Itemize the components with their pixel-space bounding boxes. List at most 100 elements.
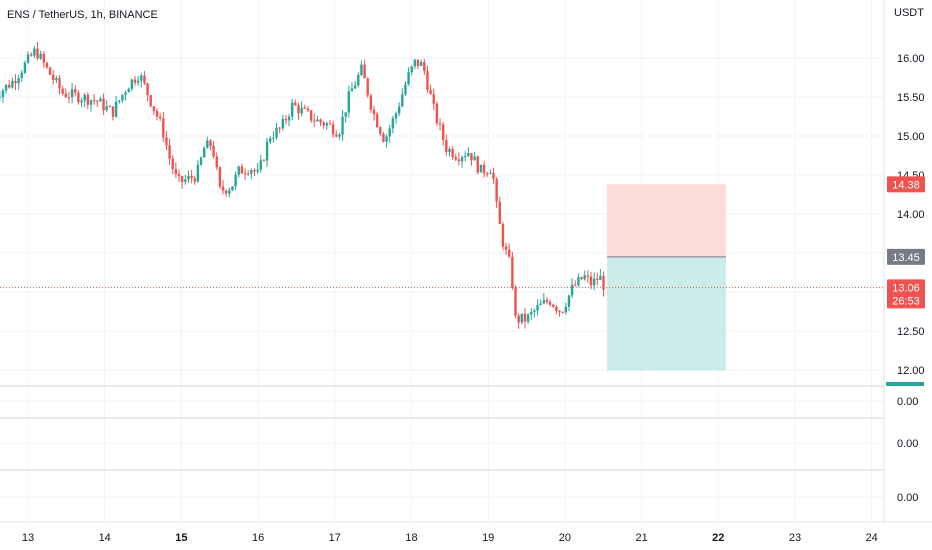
time-tick-label[interactable]: 18 <box>405 532 417 544</box>
time-tick-label[interactable]: 13 <box>22 532 34 544</box>
candle-body <box>26 54 30 63</box>
candle-body <box>55 78 58 81</box>
candle-body <box>432 94 435 104</box>
candle-body <box>177 174 181 177</box>
time-tick-label[interactable]: 22 <box>712 532 724 544</box>
candle-body <box>313 120 316 122</box>
candle-body <box>385 136 388 142</box>
candle-body <box>542 300 546 304</box>
candle-body <box>357 74 360 86</box>
time-tick-label[interactable]: 17 <box>329 532 341 544</box>
candle-body <box>155 110 159 117</box>
candle-body <box>533 310 536 312</box>
candle-body <box>143 75 146 84</box>
time-tick-label[interactable]: 24 <box>866 532 878 544</box>
currency-label: USDT <box>894 7 924 19</box>
candle-body <box>508 249 511 257</box>
candle-body <box>1 90 5 98</box>
candle-body <box>14 80 17 84</box>
candle-body <box>140 75 143 81</box>
candle-body <box>514 287 517 316</box>
candle-body <box>350 88 354 92</box>
candle-body <box>413 59 417 67</box>
candle-body <box>168 145 171 159</box>
candle-body <box>17 78 20 84</box>
candle-body <box>218 167 222 187</box>
candle-body <box>187 175 190 180</box>
candle-body <box>237 166 240 175</box>
candle-body <box>558 310 561 312</box>
candle-body <box>228 190 231 194</box>
take-profit-zone[interactable] <box>607 256 726 371</box>
candle-body <box>190 175 193 179</box>
candle-body <box>8 84 11 88</box>
candle-body <box>574 284 577 286</box>
candle-body <box>275 127 278 138</box>
candle-body <box>561 311 564 313</box>
candle-body <box>555 306 558 311</box>
candle-body <box>419 62 423 66</box>
stop-price-badge-label: 14.38 <box>892 179 920 191</box>
time-tick-label[interactable]: 19 <box>482 532 494 544</box>
candle-body <box>586 275 590 277</box>
candle-body <box>570 284 574 296</box>
candle-body <box>596 278 599 280</box>
candle-body <box>435 103 439 124</box>
candle-body <box>394 113 398 119</box>
candle-body <box>486 173 489 175</box>
candle-body <box>589 276 593 286</box>
candle-body <box>391 118 395 129</box>
candle-body <box>224 190 228 194</box>
time-tick-label[interactable]: 23 <box>789 532 801 544</box>
candle-body <box>580 277 583 280</box>
candle-body <box>397 106 401 114</box>
candle-body <box>454 157 457 160</box>
candle-body <box>410 66 413 73</box>
time-tick-label[interactable]: 21 <box>635 532 647 544</box>
time-tick-label[interactable]: 20 <box>559 532 571 544</box>
candle-body <box>212 146 215 157</box>
current-price-label: 13.06 <box>892 282 920 294</box>
candle-body <box>489 172 492 174</box>
candle-body <box>567 295 571 307</box>
candle-body <box>583 275 586 280</box>
price-tick-label: 12.00 <box>897 365 925 377</box>
candle-body <box>523 313 527 322</box>
time-tick-label[interactable]: 14 <box>99 532 111 544</box>
candle-body <box>501 224 505 247</box>
candle-body <box>105 106 108 111</box>
time-tick-label[interactable]: 16 <box>252 532 264 544</box>
candle-body <box>331 124 335 135</box>
candle-body <box>121 94 124 101</box>
short-position-tool[interactable] <box>607 184 726 371</box>
stop-loss-zone[interactable] <box>607 184 726 257</box>
chart-title: ENS / TetherUS, 1h, BINANCE <box>7 9 158 21</box>
candle-body <box>602 275 605 290</box>
candle-body <box>206 140 209 149</box>
candle-body <box>316 119 319 122</box>
candle-body <box>0 97 1 99</box>
candle-body <box>467 153 470 157</box>
time-axis[interactable]: 13 14 15 16 17 18 19 20 21 22 23 24 <box>0 521 932 544</box>
candle-body <box>108 106 112 108</box>
candle-body <box>517 315 520 323</box>
candle-body <box>124 92 127 95</box>
time-tick-label[interactable]: 15 <box>175 532 187 544</box>
candle-body <box>530 311 533 315</box>
candle-body <box>476 156 479 173</box>
candle-body <box>67 97 71 99</box>
candle-body <box>473 156 476 161</box>
candle-body <box>136 80 140 83</box>
candle-body <box>539 303 542 306</box>
candle-body <box>599 275 602 280</box>
candle-body <box>457 159 461 162</box>
pane-value-label: 0.00 <box>897 492 918 504</box>
candle-body <box>215 156 218 168</box>
candle-body <box>111 106 115 117</box>
candle-body <box>240 166 244 174</box>
candle-body <box>423 62 426 72</box>
candle-body <box>592 278 596 286</box>
candle-body <box>259 160 262 170</box>
